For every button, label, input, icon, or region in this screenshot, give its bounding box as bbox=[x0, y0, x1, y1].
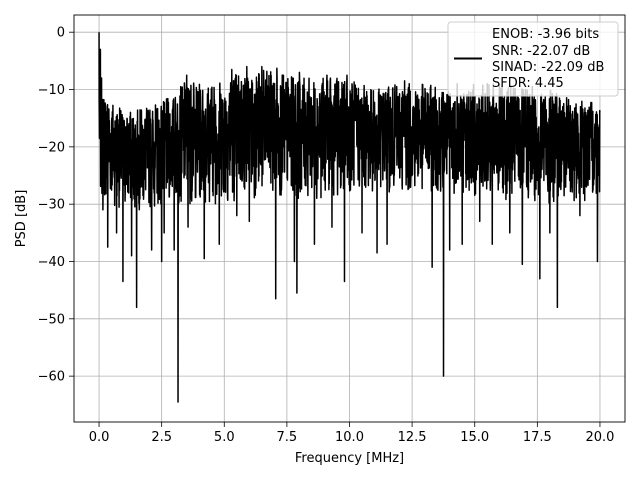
y-tick-label: −40 bbox=[38, 255, 65, 270]
legend-entry-sinad: SINAD: -22.09 dB bbox=[492, 60, 604, 75]
x-tick-label: 10.0 bbox=[335, 430, 364, 445]
y-tick-label: −10 bbox=[38, 83, 65, 98]
psd-series-line bbox=[98, 32, 601, 403]
legend-entry-snr: SNR: -22.07 dB bbox=[492, 44, 590, 59]
legend-box bbox=[447, 21, 619, 97]
y-tick-label: −30 bbox=[38, 198, 65, 213]
x-tick-label: 15.0 bbox=[460, 430, 489, 445]
x-tick-label: 20.0 bbox=[585, 430, 614, 445]
y-tick-label: −20 bbox=[38, 140, 65, 155]
legend-entry-enob: ENOB: -3.96 bits bbox=[492, 27, 599, 42]
x-tick-label: 0.0 bbox=[89, 430, 110, 445]
axis-ticks: 0.0 2.5 5.0 7.5 10.0 12.5 15.0 17.5 20.0 0 −10 −20 −… bbox=[38, 26, 615, 445]
y-tick-label: −50 bbox=[38, 312, 65, 327]
x-tick-label: 17.5 bbox=[523, 430, 552, 445]
y-tick-label: 0 bbox=[57, 26, 65, 41]
y-axis-label: PSD [dB] bbox=[14, 190, 29, 248]
x-tick-label: 7.5 bbox=[277, 430, 298, 445]
legend-entry-sfdr: SFDR: 4.45 bbox=[492, 76, 564, 91]
x-tick-label: 5.0 bbox=[214, 430, 235, 445]
x-axis-label: Frequency [MHz] bbox=[295, 451, 404, 466]
x-tick-label: 2.5 bbox=[151, 430, 172, 445]
legend: ENOB: -3.96 bits SNR: -22.07 dB SINAD: -… bbox=[447, 21, 619, 97]
y-tick-label: −60 bbox=[38, 370, 65, 385]
plot-data bbox=[98, 32, 601, 403]
x-tick-label: 12.5 bbox=[398, 430, 427, 445]
